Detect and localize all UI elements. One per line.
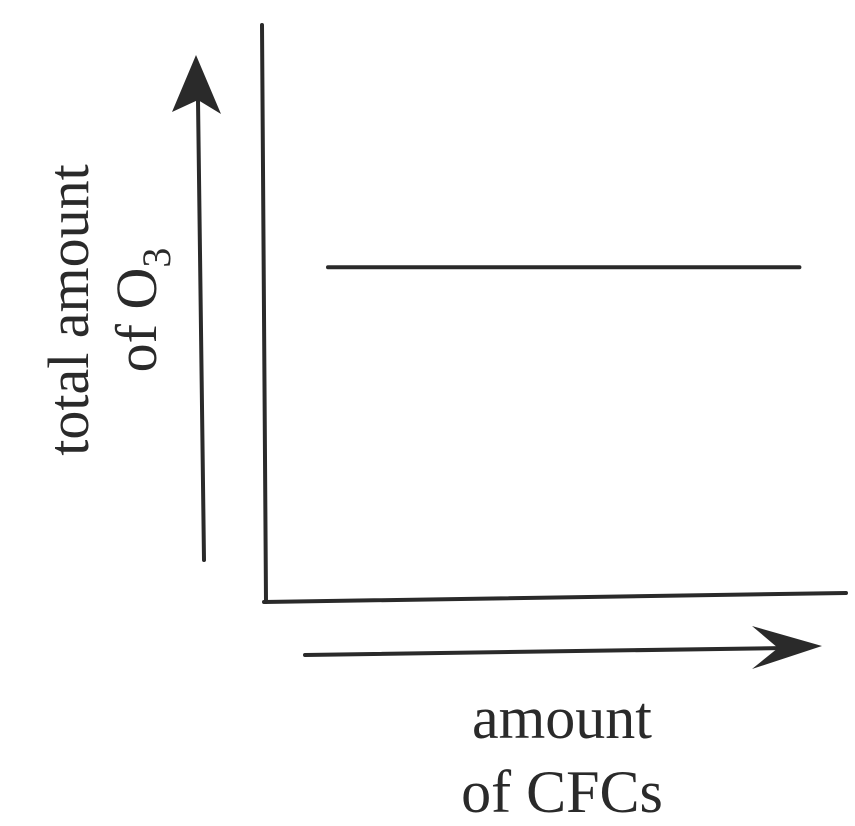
y-axis-label: total amount of O3 (36, 164, 179, 456)
y-axis-line (260, 23, 268, 604)
x-axis-label-line2: of CFCs (461, 759, 663, 825)
y-axis-label-line2: of O3 (104, 248, 179, 373)
x-axis-label-line1: amount (472, 685, 652, 751)
x-axis-line (262, 591, 848, 604)
y-direction-arrowhead-icon (172, 55, 221, 114)
x-direction-arrow-shaft (303, 646, 787, 657)
y-axis-label-subscript: 3 (134, 248, 179, 268)
y-direction-arrow-shaft (196, 98, 206, 562)
y-axis-label-line1: total amount (36, 164, 101, 456)
x-direction-arrowhead-icon (752, 626, 822, 669)
y-axis-label-line2-text: of O (104, 268, 169, 373)
